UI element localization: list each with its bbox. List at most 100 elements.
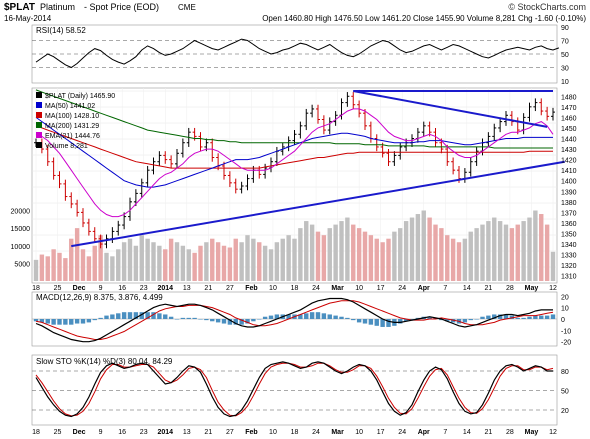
date-label: Apr	[418, 285, 430, 292]
volume-bar	[286, 235, 291, 281]
volume-bar	[204, 242, 209, 281]
date-label: 24	[398, 429, 406, 436]
macd-hist-bar	[492, 314, 497, 319]
date-label: 16-May-2014	[4, 14, 52, 23]
macd-hist-bar	[298, 314, 303, 319]
volume-bar	[521, 221, 526, 281]
volume-bar	[139, 235, 144, 281]
macd-panel: MACD(12,26,9) 8.375, 3.876, 4.499 20 10 0 -…	[31, 291, 571, 347]
volume-bar	[315, 231, 321, 281]
macd-hist-bar	[110, 314, 115, 319]
rsi-tick-label: 10	[561, 79, 569, 86]
macd-hist-bar	[462, 319, 468, 323]
macd-hist-bar	[398, 319, 403, 324]
volume-bar	[450, 238, 456, 281]
sto-tick-label: 50	[561, 389, 569, 396]
macd-hist-bar	[69, 319, 74, 325]
volume-bar	[74, 228, 80, 281]
volume-bar	[239, 242, 244, 281]
rsi-tick-label: 50	[561, 52, 569, 59]
macd-tick-label: -10	[561, 328, 571, 335]
macd-hist-bar	[51, 319, 56, 325]
macd-hist-bar	[403, 319, 409, 322]
volume-bar	[374, 238, 379, 281]
date-axis-labels-bottom: 18 25 Dec 9 16 23 2014 13 21 27 Feb 10 18 24 Mar 10 17 24…	[32, 429, 557, 436]
macd-hist-bar	[345, 317, 350, 319]
price-axis-ticks: 1480 1470 1460 1450 1440 1430 1420 1410 1400 1390…	[561, 94, 577, 280]
legend-entry: Volume 8,281	[45, 143, 88, 150]
volume-bar	[362, 231, 368, 281]
macd-hist-bar	[127, 312, 133, 319]
sto-tick-label: 20	[561, 408, 569, 415]
volume-bar	[533, 210, 538, 281]
volume-bars	[33, 210, 556, 281]
exchange-label: CME	[178, 3, 196, 12]
date-label: 28	[506, 429, 514, 436]
macd-hist-bar	[80, 319, 86, 324]
date-label: Feb	[245, 285, 257, 292]
legend-swatch	[36, 112, 42, 118]
macd-hist-bar	[351, 319, 356, 321]
date-label: Apr	[418, 429, 430, 436]
volume-bar	[509, 228, 515, 281]
volume-bar	[104, 252, 109, 281]
legend-entry: MA(100) 1428.10	[45, 113, 99, 120]
rsi-label: RSI(14) 58.52	[36, 26, 86, 35]
volume-bar	[462, 238, 468, 281]
legend-entry: MA(50) 1441.02	[45, 103, 95, 110]
date-label: 7	[443, 429, 447, 436]
macd-line	[35, 297, 553, 343]
legend-swatch	[36, 142, 42, 148]
ma50-line	[35, 116, 553, 188]
sto-tick-label: 80	[561, 369, 569, 376]
macd-hist-bar	[63, 319, 68, 325]
rsi-tick-label: 70	[561, 39, 569, 46]
macd-hist-bar	[515, 317, 520, 319]
volume-bar	[257, 242, 262, 281]
date-label: 21	[484, 285, 492, 292]
volume-bar	[351, 224, 356, 281]
macd-hist-bar	[380, 319, 385, 327]
macd-hist-bar	[215, 319, 221, 323]
date-label: 14	[463, 429, 471, 436]
date-label: 17	[377, 429, 385, 436]
price-tick-label: 1390	[561, 189, 577, 196]
volume-bar	[415, 214, 421, 281]
volume-bar	[304, 221, 309, 281]
ma100-line	[35, 125, 553, 169]
macd-hist-bar	[116, 313, 121, 319]
rsi-grid	[32, 40, 557, 68]
volume-tick-label: 20000	[11, 209, 31, 216]
legend-swatch	[36, 122, 42, 128]
date-label: May	[525, 285, 539, 292]
trendline-resistance-decline	[353, 90, 548, 128]
volume-axis-ticks: 20000 15000 10000 5000	[11, 209, 31, 269]
macd-hist-bar	[168, 316, 174, 319]
macd-hist-bar	[133, 312, 139, 319]
macd-hist-bar	[527, 316, 532, 319]
volume-bar	[63, 258, 68, 281]
volume-bar	[539, 214, 544, 281]
macd-hist-bar	[274, 314, 280, 319]
macd-hist-bar	[268, 315, 274, 319]
sto-grid	[32, 370, 557, 411]
volume-bar	[356, 228, 362, 281]
macd-hist-bar	[304, 313, 309, 319]
macd-tick-label: 10	[561, 306, 569, 313]
volume-bar	[309, 224, 315, 281]
rsi-line	[35, 38, 560, 69]
macd-hist-bar	[98, 317, 103, 319]
volume-bar	[39, 254, 45, 281]
macd-hist-bar	[445, 319, 450, 322]
date-axis-labels: 18 25 Dec 9 16 23 2014 13 21 27 Feb 10 18 24 Mar 10 17 24…	[32, 285, 557, 292]
ohlc-summary: Open 1460.80 High 1476.50 Low 1461.20 Cl…	[262, 14, 586, 23]
date-label: Dec	[73, 285, 86, 292]
sto-panel: Slow STO %K(14) %D(3) 80.04, 84.29 80 50 2…	[31, 354, 569, 426]
date-label: 27	[226, 429, 234, 436]
price-tick-label: 1440	[561, 137, 577, 144]
macd-label: MACD(12,26,9) 8.375, 3.876, 4.499	[36, 293, 163, 302]
volume-bar	[198, 245, 203, 281]
ema21-line	[35, 108, 554, 218]
date-label: 9	[99, 285, 103, 292]
price-tick-label: 1360	[561, 221, 577, 228]
